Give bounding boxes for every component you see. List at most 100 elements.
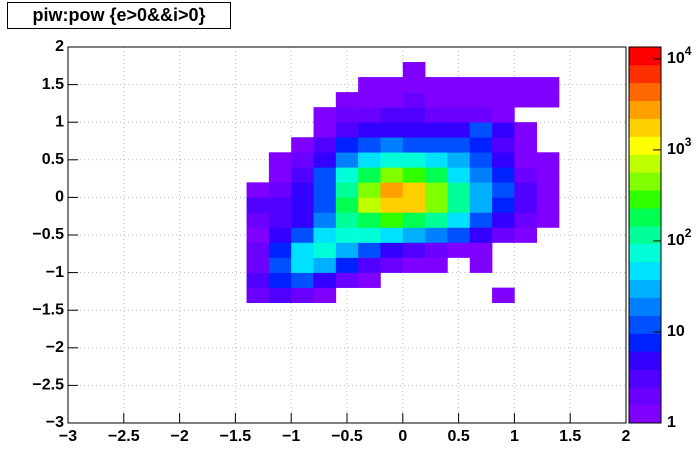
heat-cell	[313, 182, 337, 198]
heat-cell	[380, 242, 404, 258]
heat-cell	[447, 227, 471, 243]
heat-cell	[402, 242, 426, 258]
y-tick-label: −2	[46, 339, 64, 356]
heat-cell	[335, 152, 359, 168]
heat-cell	[425, 92, 448, 108]
color-bar-band	[629, 190, 661, 209]
heat-cell	[313, 212, 337, 228]
heat-cell	[447, 137, 471, 153]
heat-cell	[469, 167, 493, 183]
heat-cell	[492, 197, 515, 213]
color-bar-band	[629, 369, 661, 388]
heat-cell	[469, 227, 493, 243]
heat-cell	[425, 137, 448, 153]
heat-cell	[313, 227, 337, 243]
color-bar-band	[629, 118, 661, 137]
heat-cell	[492, 167, 515, 183]
heat-cell	[380, 122, 404, 138]
heat-cell	[514, 212, 538, 228]
heat-cell	[447, 92, 471, 108]
heat-cell	[425, 257, 448, 273]
heat-cell	[469, 242, 493, 258]
z-tick-label: 103	[667, 135, 692, 158]
color-bar-band	[629, 172, 661, 191]
heat-cell	[380, 92, 404, 108]
heat-cell	[425, 77, 448, 93]
color-bar-band	[629, 136, 661, 155]
heat-cell	[358, 152, 381, 168]
heat-cell	[380, 212, 404, 228]
heat-cell	[514, 122, 538, 138]
heat-cell	[447, 182, 471, 198]
x-tick-label: 0.5	[447, 428, 469, 445]
heat-cell	[380, 257, 404, 273]
heat-cell	[425, 107, 448, 123]
y-tick-label: 2	[55, 38, 64, 55]
heat-cell	[335, 212, 359, 228]
heat-cell	[447, 122, 471, 138]
y-tick-label: 0	[55, 189, 64, 206]
heat-cell	[425, 227, 448, 243]
heat-cell	[514, 167, 538, 183]
heat-cell	[402, 77, 426, 93]
heat-cell	[402, 182, 426, 198]
heat-cell	[469, 257, 493, 273]
heat-cell	[268, 152, 292, 168]
heat-cell	[313, 107, 337, 123]
heat-cell	[335, 272, 359, 288]
z-tick-label: 10	[667, 323, 685, 340]
heat-cell	[358, 137, 381, 153]
heat-cell	[402, 62, 426, 78]
heat-cell	[291, 272, 314, 288]
heat-cell	[402, 167, 426, 183]
heat-cell	[469, 122, 493, 138]
heat-cell	[402, 122, 426, 138]
x-tick-label: −3	[59, 428, 77, 445]
heat-cell	[425, 242, 448, 258]
heat-cell	[335, 197, 359, 213]
heat-cell	[313, 197, 337, 213]
heat-cell	[469, 182, 493, 198]
heat-cell	[402, 107, 426, 123]
heat-cell	[380, 77, 404, 93]
heat-cell	[268, 272, 292, 288]
heat-cell	[358, 122, 381, 138]
heat-cell	[469, 152, 493, 168]
heat-cell	[425, 167, 448, 183]
heat-cell	[358, 227, 381, 243]
heat-cell	[246, 242, 270, 258]
heat-cell	[358, 77, 381, 93]
heat-cell	[447, 197, 471, 213]
heat-cell	[447, 212, 471, 228]
heat-cell	[358, 257, 381, 273]
heat-cell	[335, 122, 359, 138]
heat-cell	[335, 167, 359, 183]
heat-cell	[492, 287, 515, 303]
heat-cell	[492, 182, 515, 198]
heat-cell	[425, 197, 448, 213]
heat-cell	[335, 137, 359, 153]
heat-cell	[447, 77, 471, 93]
heat-cell	[268, 227, 292, 243]
heat-cell	[425, 182, 448, 198]
y-tick-label: 1.5	[42, 76, 64, 93]
y-tick-label: 1	[55, 113, 64, 130]
heat-cell	[268, 182, 292, 198]
heat-cell	[492, 137, 515, 153]
heat-cell	[536, 77, 560, 93]
heat-cell	[402, 212, 426, 228]
heat-cell	[536, 182, 560, 198]
heat-cell	[514, 227, 538, 243]
heat-cell	[268, 197, 292, 213]
heat-cell	[291, 197, 314, 213]
color-bar-band	[629, 351, 661, 370]
heat-cell	[268, 212, 292, 228]
heat-cell	[291, 287, 314, 303]
heat-cell	[358, 167, 381, 183]
heat-cell	[313, 242, 337, 258]
heat-cell	[380, 107, 404, 123]
heat-cell	[402, 92, 426, 108]
heat-cell	[335, 182, 359, 198]
z-tick-label: 104	[667, 44, 692, 67]
heat-cell	[514, 92, 538, 108]
